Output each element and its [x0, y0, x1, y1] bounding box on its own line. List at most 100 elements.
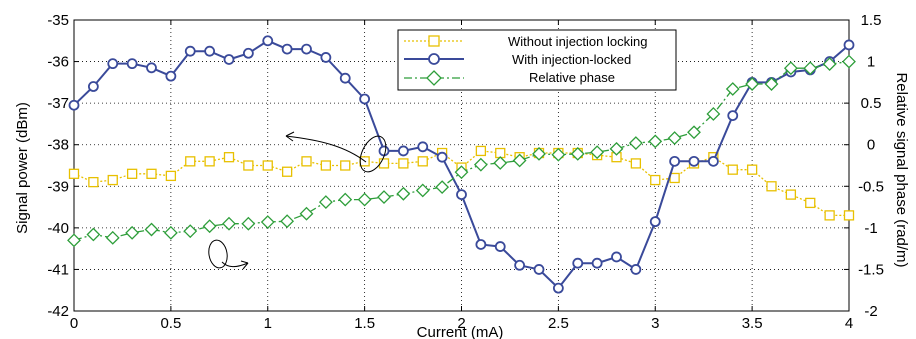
y-left-tick-label: -36: [47, 54, 69, 71]
data-point: [475, 145, 487, 157]
data-point: [184, 45, 196, 57]
data-point: [185, 156, 196, 167]
annotation-ellipse-power: [359, 135, 387, 173]
series: [67, 35, 856, 294]
x-tick-label: 0.5: [160, 315, 181, 332]
y-axis-right-title: Relative signal phase (rad/m): [893, 72, 910, 267]
data-point: [783, 61, 798, 76]
y-left-tick-label: -38: [47, 137, 69, 154]
y-right-tick-label: 1: [867, 54, 875, 71]
data-point: [415, 183, 430, 198]
y-right-tick-label: 1.5: [861, 12, 882, 29]
data-point: [435, 180, 450, 195]
legend-entry-with-locking: With injection-locked: [404, 52, 631, 67]
data-point: [417, 156, 428, 167]
data-point: [687, 125, 701, 140]
data-point: [764, 77, 779, 91]
x-tick-label: 3: [651, 315, 659, 332]
data-point: [746, 164, 758, 175]
annotation-ellipse-phase: [208, 239, 228, 269]
annotations: [208, 131, 387, 270]
data-point: [551, 147, 566, 162]
data-point: [628, 136, 643, 150]
data-point: [107, 58, 119, 70]
annotation-arrow-phase: [221, 261, 249, 268]
data-point: [67, 233, 81, 248]
data-point: [803, 61, 818, 76]
data-point: [514, 259, 526, 271]
data-point: [766, 181, 777, 192]
x-tick-label: 1.5: [354, 315, 375, 332]
data-point: [669, 155, 681, 167]
data-point: [281, 166, 293, 177]
data-point: [320, 52, 332, 63]
data-point: [222, 216, 236, 231]
data-point: [552, 282, 564, 294]
y-axis-left-title: Signal power (dBm): [14, 102, 31, 234]
data-point: [572, 257, 584, 269]
y-left-tick-label: -42: [47, 303, 69, 320]
x-tick-label: 0: [70, 315, 78, 332]
data-point: [570, 146, 585, 161]
data-point: [397, 145, 409, 157]
x-tick-label: 4: [845, 315, 853, 332]
legend-label: Without injection locking: [508, 34, 647, 49]
y-left-tick-label: -40: [47, 220, 69, 237]
y-right-tick-label: 0.5: [861, 95, 882, 112]
data-point: [88, 176, 99, 188]
data-point: [359, 93, 371, 105]
data-point: [163, 225, 178, 240]
data-point: [669, 172, 680, 184]
legend-label: With injection-locked: [512, 52, 631, 67]
legend-entry-relative-phase: Relative phase: [404, 70, 615, 86]
y-right-tick-label: -1.5: [858, 261, 884, 278]
data-point: [68, 168, 80, 179]
series-1: [68, 35, 855, 294]
data-point: [340, 160, 351, 171]
data-point: [630, 158, 642, 169]
data-point: [241, 216, 256, 231]
data-point: [454, 165, 469, 180]
data-point: [396, 186, 411, 201]
data-point: [532, 146, 546, 161]
data-point: [146, 168, 157, 179]
data-point: [475, 239, 487, 250]
data-point: [512, 153, 527, 168]
data-point: [144, 222, 159, 237]
data-point: [204, 156, 215, 167]
data-point: [727, 164, 738, 175]
annotation-arrowhead-phase: [240, 260, 249, 270]
y-left-tick-label: -39: [47, 178, 69, 195]
data-point: [86, 227, 101, 242]
data-point: [805, 197, 816, 209]
y-left-tick-label: -35: [47, 12, 69, 29]
y-right-tick-label: -0.5: [858, 178, 884, 195]
data-point: [843, 210, 855, 221]
data-point: [473, 157, 488, 172]
x-tick-label: 2: [457, 315, 465, 332]
data-point: [590, 145, 605, 160]
data-point: [785, 189, 797, 200]
data-point: [320, 160, 332, 171]
data-point: [223, 152, 235, 163]
data-point: [648, 134, 663, 149]
legend-entry-without-locking: Without injection locking: [404, 34, 647, 49]
data-point: [630, 264, 642, 275]
data-point: [318, 195, 333, 210]
data-point: [378, 158, 390, 169]
y-right-tick-label: 0: [867, 137, 875, 154]
annotation-arrow-power: [285, 135, 367, 163]
data-point: [299, 206, 314, 221]
data-point: [68, 99, 80, 111]
annotation-arrowhead-power: [285, 131, 295, 142]
data-point: [611, 251, 622, 263]
data-point: [436, 151, 448, 163]
series-2: [67, 54, 856, 248]
data-point: [301, 43, 312, 55]
data-point: [494, 241, 506, 252]
data-point: [493, 156, 508, 170]
data-point: [398, 158, 409, 169]
x-tick-label: 3.5: [742, 315, 763, 332]
x-tick-label: 2.5: [548, 315, 569, 332]
x-axis-title: Current (mA): [417, 324, 504, 339]
